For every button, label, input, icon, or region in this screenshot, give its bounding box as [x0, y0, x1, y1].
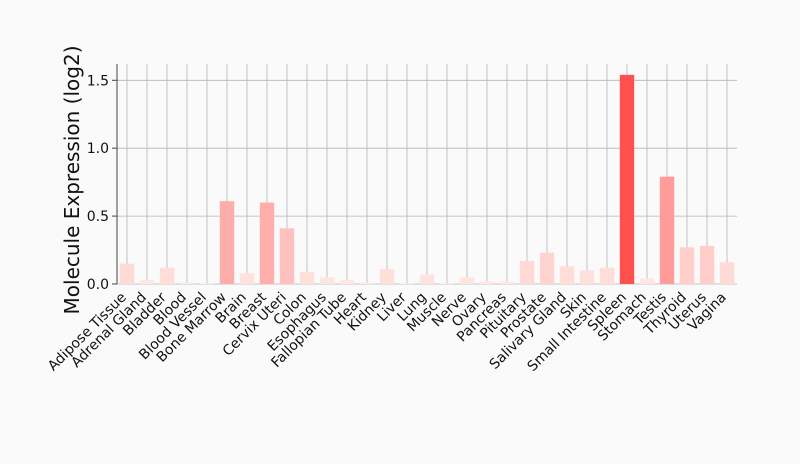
- bar-ovary: [479, 281, 495, 284]
- y-tick-label: 0.5: [87, 209, 109, 225]
- bar-liver: [399, 283, 415, 284]
- bar-adrenal-gland: [139, 279, 155, 284]
- bar-lung: [419, 274, 435, 284]
- bar-muscle: [439, 283, 455, 284]
- y-tick-label: 1.0: [87, 141, 109, 157]
- bar-salivary-gland: [559, 266, 575, 284]
- bar-pituitary: [519, 260, 535, 284]
- y-tick-label: 0.0: [87, 277, 109, 293]
- bar-brain: [239, 273, 255, 284]
- bar-testis: [659, 176, 675, 284]
- bar-heart: [359, 282, 375, 284]
- bar-cervix-uteri: [279, 228, 295, 284]
- y-axis: 0.0 0.5 1.0 1.5: [87, 64, 118, 293]
- bar-small-intestine: [599, 267, 615, 284]
- y-axis-title: Molecule Expression (log2): [60, 46, 84, 315]
- bar-blood-vessel: [199, 283, 215, 284]
- bar-adipose-tissue: [119, 263, 135, 284]
- bar-thyroid: [679, 247, 695, 284]
- bar-blood: [179, 282, 195, 284]
- bar-pancreas: [499, 281, 515, 284]
- bar-kidney: [379, 269, 395, 284]
- bars: [119, 74, 735, 284]
- bar-nerve: [459, 277, 475, 284]
- bar-colon: [299, 271, 315, 284]
- y-tick-label: 1.5: [87, 73, 109, 89]
- bar-vagina: [719, 262, 735, 284]
- bar-skin: [579, 270, 595, 284]
- bar-spleen: [619, 74, 635, 284]
- bar-bone-marrow: [219, 201, 235, 284]
- bar-uterus: [699, 245, 715, 284]
- bar-bladder: [159, 267, 175, 284]
- bar-esophagus: [319, 277, 335, 284]
- bar-prostate: [539, 252, 555, 284]
- bar-fallopian-tube: [339, 279, 355, 284]
- bar-breast: [259, 202, 275, 284]
- bar-stomach: [639, 278, 655, 284]
